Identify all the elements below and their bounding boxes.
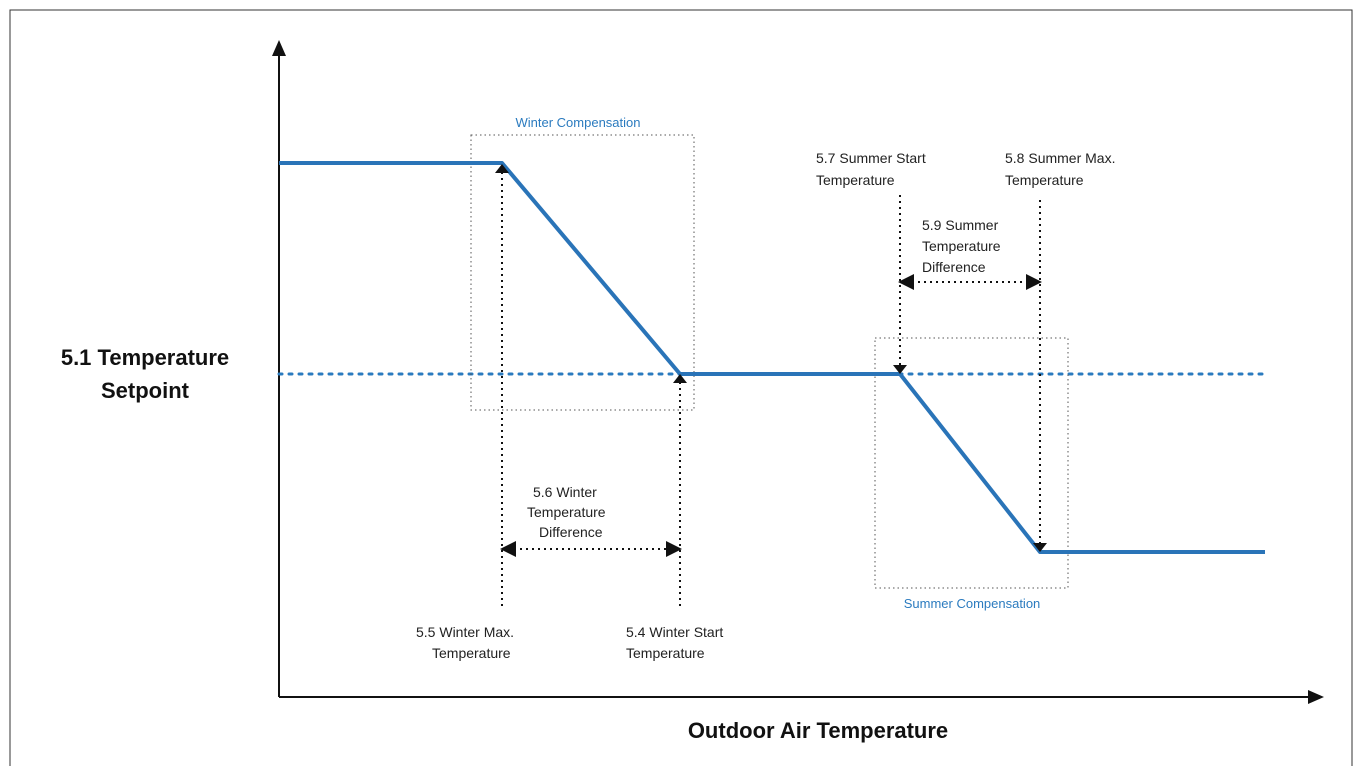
x-arrow <box>1308 690 1324 704</box>
label: Temperature <box>816 172 895 188</box>
label: Difference <box>922 259 986 275</box>
label: Temperature <box>922 238 1001 254</box>
label: Difference <box>539 524 603 540</box>
y-label: 5.1 Temperature <box>61 345 229 370</box>
frame <box>9 9 1353 766</box>
label: Temperature <box>1005 172 1084 188</box>
label: 5.4 Winter Start <box>626 624 723 640</box>
marker <box>495 164 509 173</box>
curve <box>279 161 1265 554</box>
label: 5.6 Winter <box>533 484 597 500</box>
winter-box <box>470 134 695 411</box>
label: 5.7 Summer Start <box>816 150 926 166</box>
label: 5.8 Summer Max. <box>1005 150 1115 166</box>
summer-box-label: Summer Compensation <box>904 596 1041 611</box>
marker <box>1033 543 1047 552</box>
summer-box <box>874 337 1069 589</box>
label: 5.5 Winter Max. <box>416 624 514 640</box>
y-arrow <box>272 40 286 56</box>
winter-box-label: Winter Compensation <box>516 115 641 130</box>
label: 5.9 Summer <box>922 217 999 233</box>
marker <box>893 365 907 374</box>
y-label: Setpoint <box>101 378 190 403</box>
label: Temperature <box>626 645 705 661</box>
label: Temperature <box>527 504 606 520</box>
label: Temperature <box>432 645 511 661</box>
marker <box>673 374 687 383</box>
x-label: Outdoor Air Temperature <box>688 718 948 743</box>
